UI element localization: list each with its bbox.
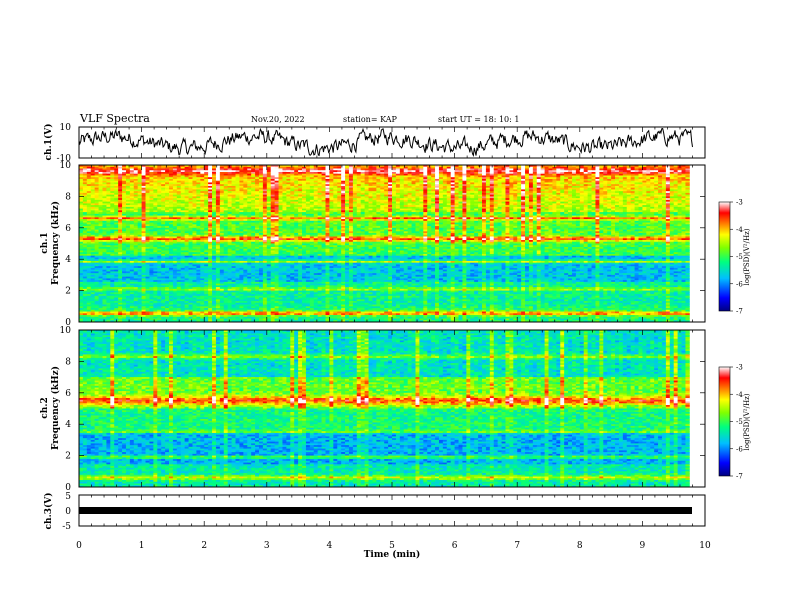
- ch1-waveform-panel: 10 -10 ch.1(V): [43, 123, 706, 164]
- freq-tick-label: 8: [65, 357, 71, 367]
- time-xlabel: Time (min): [364, 549, 421, 560]
- time-tick-label: 10: [699, 541, 711, 551]
- freq-tick-label: 10: [60, 161, 72, 171]
- ch3-ytick-top: 5: [65, 492, 71, 502]
- freq-tick-label: 2: [65, 452, 71, 462]
- ch2-spectrogram-panel: 0 2 4 6 8 10 ch.2 Frequency (kHz) -3 -4 -5 -6 -7 …: [40, 326, 751, 493]
- start-ut-label: start UT = 18: 10: 1: [438, 115, 519, 124]
- ch1-ytick-top: 10: [60, 123, 72, 133]
- ch1-colorbar-label: log(PSD)(V²/Hz): [743, 228, 751, 285]
- colorbar-tick-label: -7: [736, 308, 743, 316]
- freq-tick-label: 8: [65, 192, 71, 202]
- time-tick-label: 6: [452, 541, 458, 551]
- colorbar-tick-label: -6: [736, 280, 743, 288]
- freq-tick-label: 6: [65, 224, 71, 234]
- colorbar-tick-label: -4: [736, 391, 743, 399]
- ch1-spec-ylabel-top: ch.1: [40, 232, 50, 253]
- freq-tick-label: 2: [65, 287, 71, 297]
- ch3-ylabel: ch.3(V): [43, 493, 54, 530]
- freq-tick-label: 0: [65, 483, 71, 493]
- time-tick-label: 0: [76, 541, 82, 551]
- ch1-colorbar: -3 -4 -5 -6 -7 log(PSD)(V²/Hz): [718, 199, 751, 316]
- ch1-ytick-bottom: -10: [57, 154, 72, 164]
- time-tick-label: 7: [514, 541, 520, 551]
- time-tick-label: 9: [640, 541, 646, 551]
- ch1-ylabel: ch.1(V): [43, 124, 54, 161]
- freq-tick-label: 0: [65, 318, 71, 328]
- ch1-spectrogram-panel: 0 2 4 6 8 10 ch.1 Frequency (kHz) -3 -4 -5 -6 -7 …: [40, 161, 751, 328]
- ch3-panel: 5 0 -5 ch.3(V) 0 1 2 3 4 5 6 7 8 9 10 Time (min): [43, 492, 711, 560]
- time-tick-label: 5: [389, 541, 395, 551]
- time-tick-label: 3: [264, 541, 270, 551]
- ch2-spec-ylabel-bottom: Frequency (kHz): [50, 366, 61, 450]
- ch1-waveform-line: [78, 127, 693, 157]
- freq-tick-label: 6: [65, 389, 71, 399]
- time-tick-label: 8: [577, 541, 583, 551]
- ch3-signal-bar: [79, 507, 692, 514]
- station-label: station= KAP: [343, 115, 398, 124]
- colorbar-tick-label: -5: [736, 418, 743, 426]
- time-tick-label: 2: [201, 541, 207, 551]
- time-tick-label: 4: [327, 541, 333, 551]
- ch1-spec-ylabel-bottom: Frequency (kHz): [50, 201, 61, 285]
- colorbar-tick-label: -3: [736, 199, 743, 207]
- ch2-spec-ylabel-top: ch.2: [40, 397, 50, 418]
- ch3-ytick-bottom: -5: [62, 522, 71, 532]
- colorbar-tick-label: -6: [736, 445, 743, 453]
- colorbar-tick-label: -4: [736, 226, 743, 234]
- figure-title: VLF Spectra: [79, 112, 150, 125]
- freq-tick-label: 10: [60, 326, 72, 336]
- ch2-colorbar: -3 -4 -5 -6 -7 log(PSD)(V²/Hz): [718, 364, 751, 481]
- ch2-colorbar-label: log(PSD)(V²/Hz): [743, 393, 751, 450]
- freq-tick-label: 4: [65, 255, 71, 265]
- time-tick-label: 1: [139, 541, 145, 551]
- colorbar-tick-label: -3: [736, 364, 743, 372]
- colorbar-tick-label: -7: [736, 473, 743, 481]
- ch3-ytick-mid: 0: [65, 507, 71, 517]
- colorbar-tick-label: -5: [736, 253, 743, 261]
- date-label: Nov.20, 2022: [251, 115, 305, 124]
- freq-tick-label: 4: [65, 420, 71, 430]
